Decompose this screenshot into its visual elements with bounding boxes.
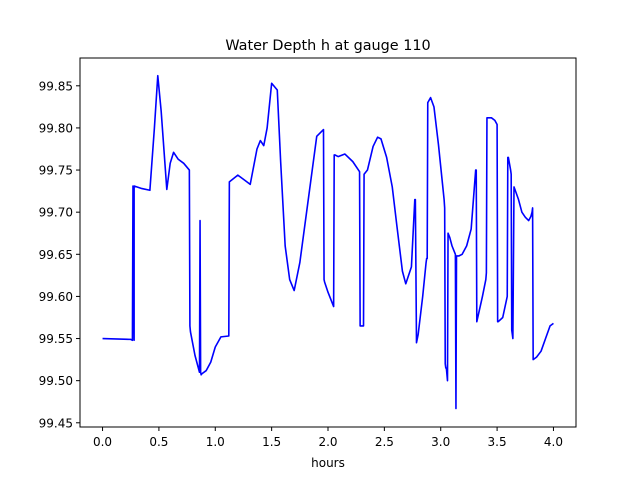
x-tick-label: 4.0	[544, 435, 563, 449]
chart-title: Water Depth h at gauge 110	[225, 38, 430, 54]
y-tick-label: 99.45	[39, 416, 73, 430]
y-tick-label: 99.55	[39, 332, 73, 346]
y-tick-label: 99.75	[39, 164, 73, 178]
x-tick-label: 1.5	[262, 435, 281, 449]
y-tick-label: 99.85	[39, 79, 73, 93]
x-tick-label: 2.5	[375, 435, 394, 449]
x-tick-label: 1.0	[206, 435, 225, 449]
y-tick-label: 99.80	[39, 121, 73, 135]
x-tick-label: 2.0	[318, 435, 337, 449]
x-axis-label: hours	[311, 456, 345, 470]
y-tick-label: 99.60	[39, 290, 73, 304]
x-tick-label: 3.5	[488, 435, 507, 449]
y-axis: 99.45 99.50 99.55 99.60 99.65 99.70 99.75 99.80…	[39, 79, 80, 430]
x-tick-label: 3.0	[431, 435, 450, 449]
y-tick-label: 99.50	[39, 374, 73, 388]
y-tick-label: 99.70	[39, 206, 73, 220]
x-axis: 0.0 0.5 1.0 1.5 2.0 2.5 3.0 3.5 4.0	[93, 427, 563, 449]
series-line	[102, 74, 554, 410]
y-tick-label: 99.65	[39, 248, 73, 262]
x-tick-label: 0.5	[149, 435, 168, 449]
x-tick-label: 0.0	[93, 435, 112, 449]
